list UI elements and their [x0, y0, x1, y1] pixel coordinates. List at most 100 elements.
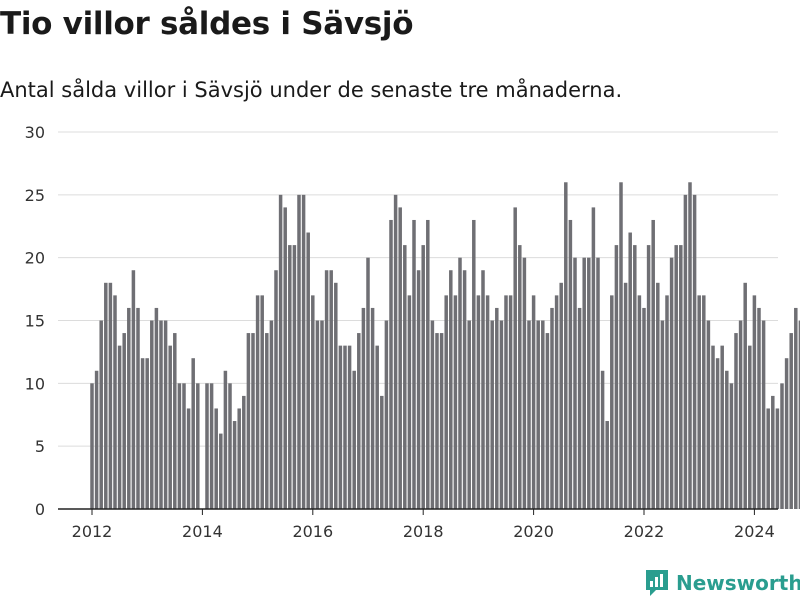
bar [357, 333, 361, 509]
bar [485, 295, 490, 509]
bar [798, 320, 800, 509]
bar [766, 408, 770, 509]
bar [246, 333, 251, 509]
bar [734, 333, 738, 509]
bar [527, 320, 531, 509]
bar [274, 270, 278, 509]
bar [633, 245, 637, 509]
bar [789, 333, 793, 509]
bar [646, 245, 651, 509]
bar [559, 282, 563, 509]
bar [564, 182, 568, 509]
bar [182, 383, 186, 509]
bar [467, 320, 471, 509]
bar [577, 307, 582, 509]
x-tick-label: 2018 [403, 522, 444, 541]
bar [541, 320, 545, 509]
bar [637, 295, 642, 509]
bar [265, 333, 269, 509]
y-tick-label: 20 [25, 249, 45, 268]
bar [596, 257, 600, 509]
bar [729, 383, 734, 509]
bar [568, 219, 573, 509]
bar [347, 345, 352, 509]
bar [90, 383, 94, 509]
x-axis-ticks: 20122014201620182020202220242026 [72, 509, 775, 541]
bar [117, 345, 122, 509]
bar [315, 320, 320, 509]
bar [651, 219, 655, 509]
bar [513, 207, 517, 509]
bar [702, 295, 706, 509]
bar [219, 433, 223, 509]
bar [453, 295, 458, 509]
bar [154, 307, 159, 509]
bar [150, 320, 154, 509]
x-tick-label: 2024 [734, 522, 775, 541]
bar [449, 270, 453, 509]
bar [297, 194, 301, 509]
bar [380, 395, 384, 509]
bar [775, 408, 780, 509]
bar [403, 245, 407, 509]
bar [628, 232, 632, 509]
bar [761, 320, 766, 509]
bar [784, 358, 789, 509]
bar [720, 345, 724, 509]
bar [301, 194, 306, 509]
bar [439, 333, 444, 509]
bar [642, 307, 646, 509]
bar [660, 320, 665, 509]
bar [412, 219, 416, 509]
y-tick-label: 0 [35, 500, 45, 519]
bar [205, 383, 209, 509]
bar [173, 333, 177, 509]
bar [771, 395, 775, 509]
bar [191, 358, 195, 509]
bar [458, 257, 462, 509]
bar [104, 282, 108, 509]
x-tick-label: 2020 [513, 522, 554, 541]
bar [573, 257, 577, 509]
bar [715, 358, 720, 509]
bar [421, 245, 425, 509]
bar [163, 320, 168, 509]
bar [145, 358, 149, 509]
chart-title: Tio villor såldes i Sävsjö [0, 6, 414, 42]
bar [393, 194, 398, 509]
bar [168, 345, 172, 509]
bar [352, 370, 356, 509]
bar [600, 370, 605, 509]
x-tick-label: 2014 [182, 522, 223, 541]
bar [688, 182, 692, 509]
bar [127, 307, 131, 509]
bar [430, 320, 435, 509]
bar [196, 383, 200, 509]
bar [338, 345, 343, 509]
bar [209, 383, 214, 509]
x-tick-label: 2016 [292, 522, 333, 541]
bar [692, 194, 697, 509]
bar [605, 421, 609, 509]
y-tick-label: 5 [35, 437, 45, 456]
brand-name: Newsworthy [676, 571, 800, 595]
bar [794, 307, 798, 509]
newsworthy-logo-icon [646, 570, 668, 596]
bar [706, 320, 711, 509]
bar [738, 320, 743, 509]
bar [426, 219, 430, 509]
bar [665, 295, 669, 509]
bar [582, 257, 586, 509]
bar [554, 295, 559, 509]
bar [545, 333, 550, 509]
bar [329, 270, 333, 509]
chart-subtitle: Antal sålda villor i Sävsjö under de sen… [0, 78, 623, 102]
bar [725, 370, 729, 509]
bars [90, 182, 800, 509]
bar [94, 370, 99, 509]
bar [108, 282, 113, 509]
bar [366, 257, 370, 509]
bar [255, 295, 260, 509]
bar [237, 408, 241, 509]
